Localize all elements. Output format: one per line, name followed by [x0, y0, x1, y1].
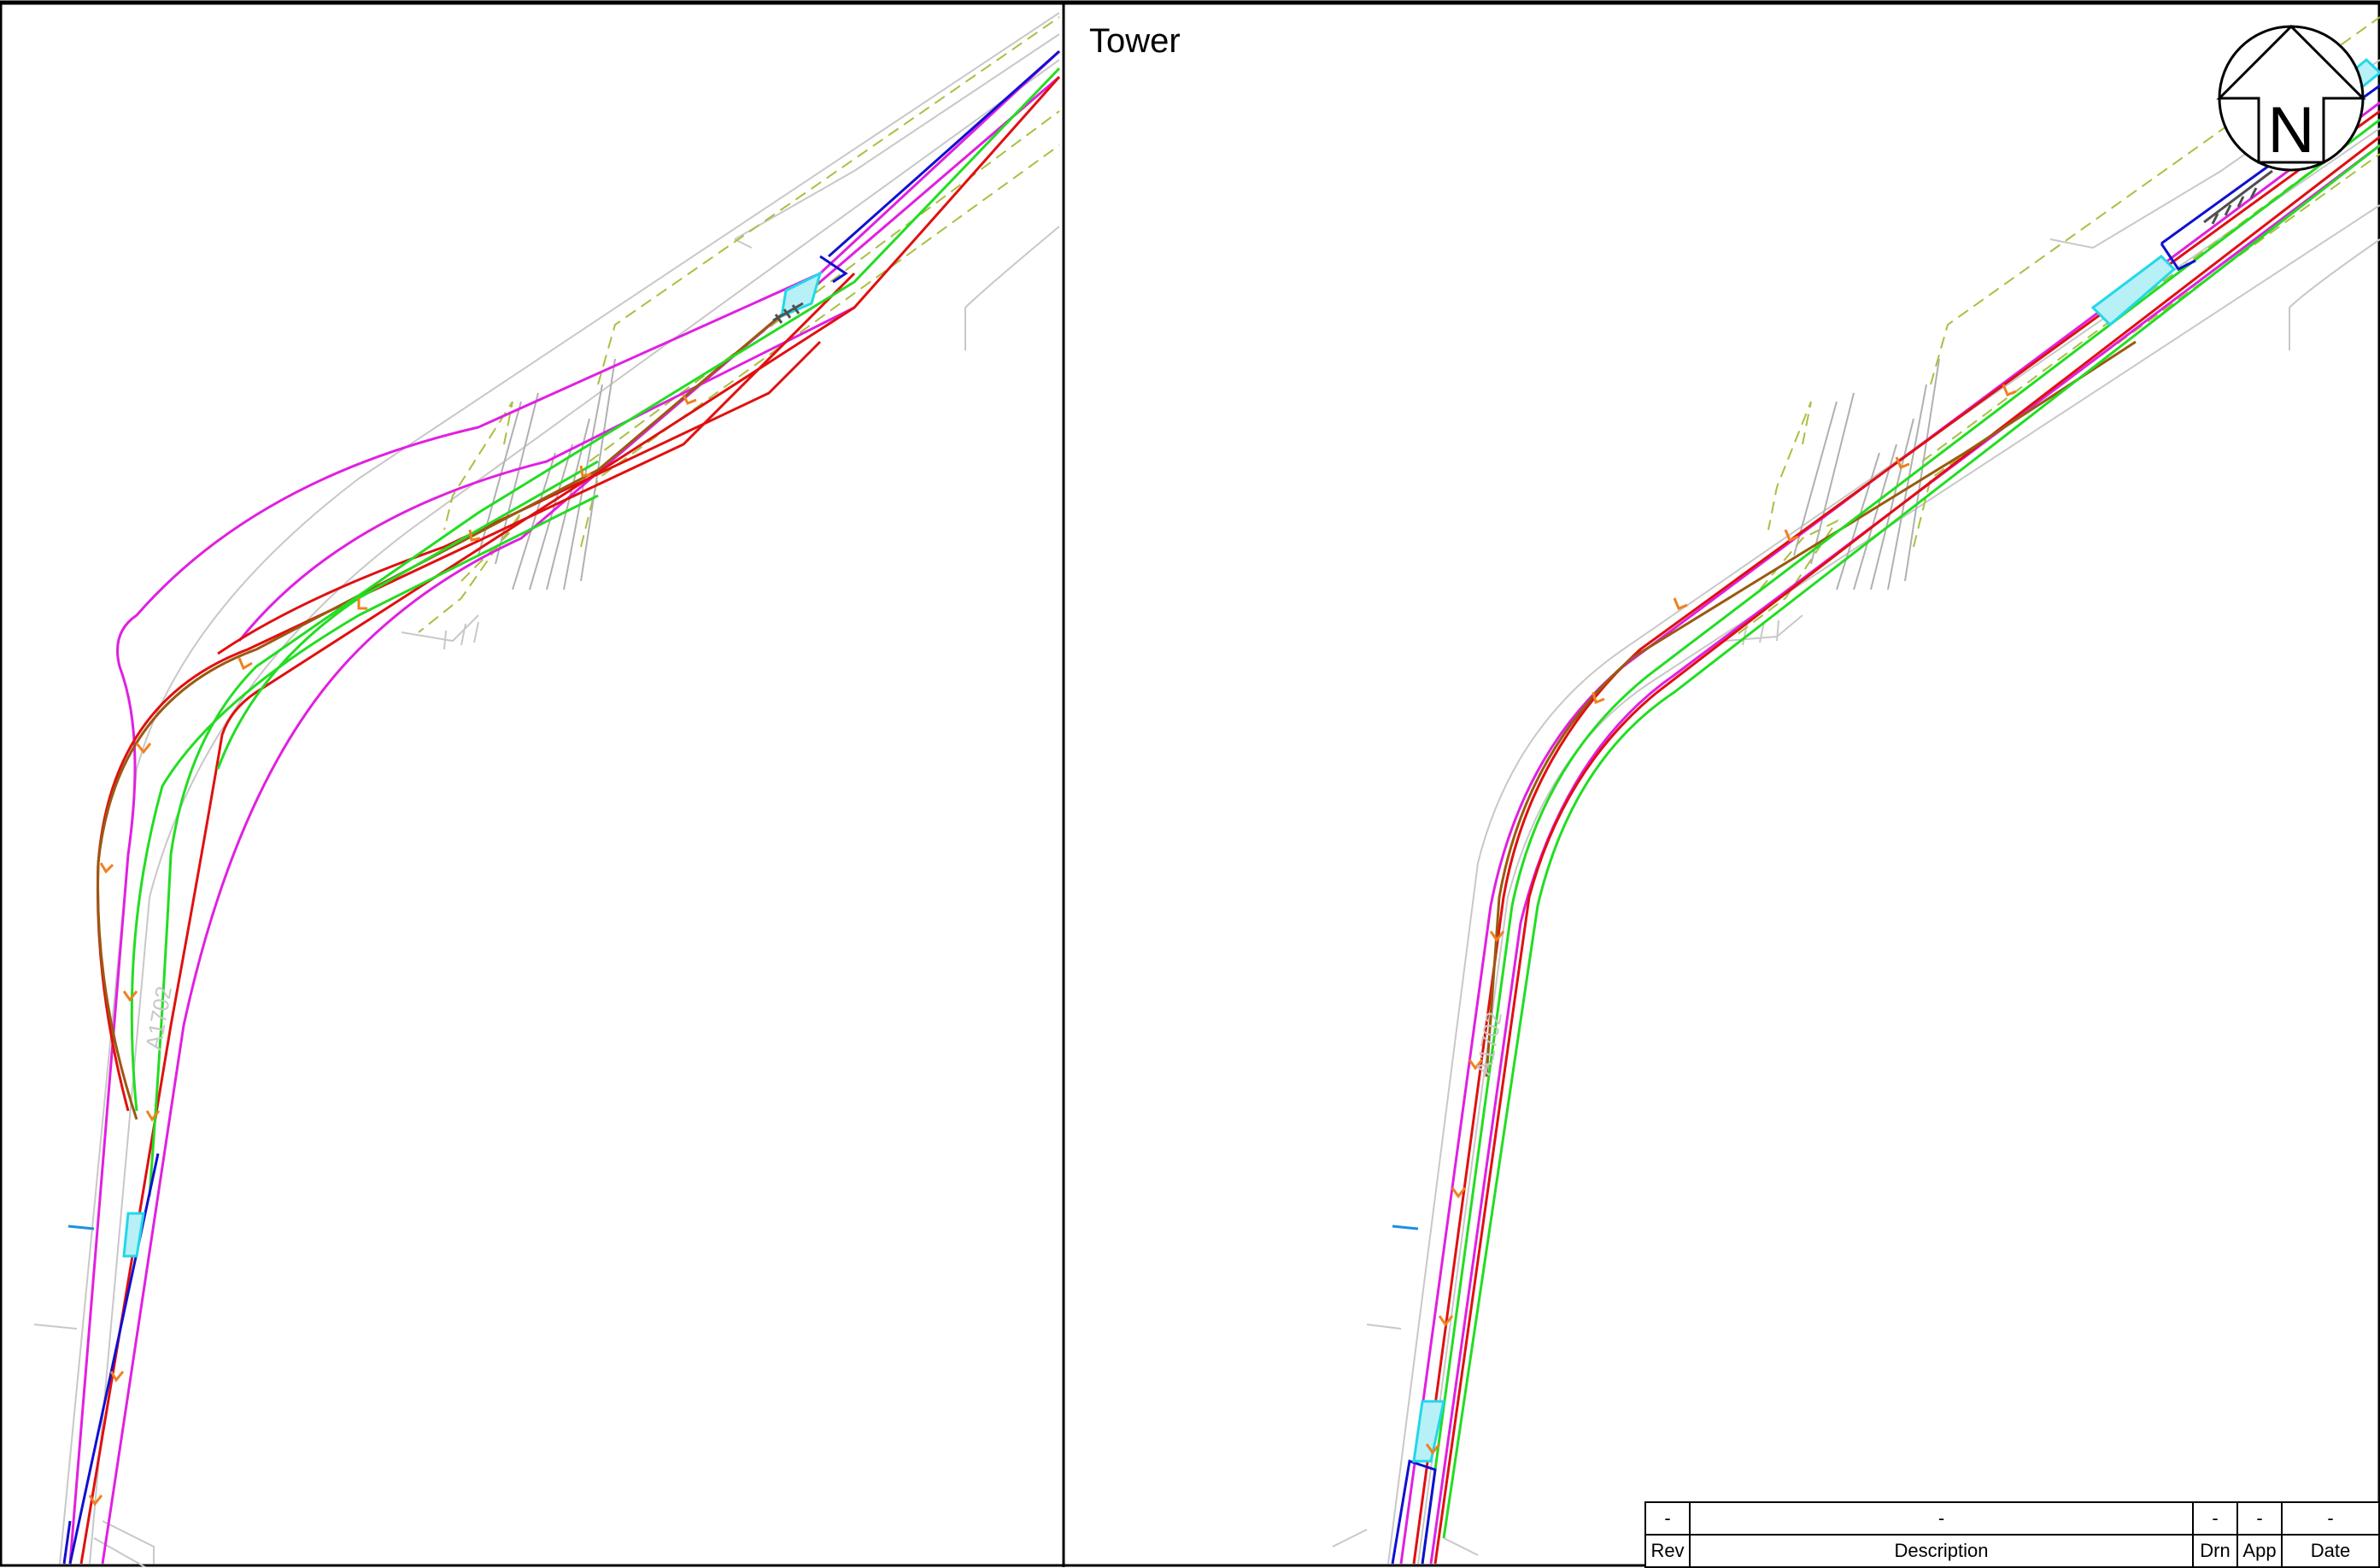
revision-description-value: -	[1689, 1501, 2194, 1536]
revision-date-value: -	[2281, 1501, 2380, 1536]
north-arrow-label: N	[2268, 94, 2315, 167]
revision-row: - - - - -	[1644, 1501, 2380, 1536]
revision-header-rev: Rev	[1644, 1534, 1691, 1568]
left-stop-marker	[772, 302, 804, 324]
revision-header-date: Date	[2281, 1534, 2380, 1568]
road-label-left: A1702	[140, 984, 177, 1052]
revision-header-drawn: Drn	[2192, 1534, 2238, 1568]
left-kerb-lines	[33, 12, 1060, 1567]
right-magenta-alignments	[1399, 101, 2380, 1565]
left-parking-bays	[478, 358, 616, 590]
left-viewport: A1702	[33, 12, 1061, 1567]
right-chainage-ticks	[1425, 384, 2017, 1455]
right-blue-alignment	[1391, 84, 2380, 1565]
right-cyan-highlights	[1392, 57, 2380, 1463]
right-stop-marker	[2203, 169, 2273, 225]
left-blue-alignment	[62, 50, 1060, 1565]
left-brown-alignment	[97, 280, 821, 1120]
left-green-alignments	[130, 67, 1061, 1197]
left-chainage-ticks	[88, 394, 697, 1506]
north-arrow-icon: N	[2216, 24, 2366, 172]
left-magenta-alignments	[68, 50, 1061, 1565]
revision-header-description: Description	[1689, 1534, 2194, 1568]
right-kerb-lines	[1332, 59, 2380, 1565]
left-cyan-highlights	[67, 271, 823, 1258]
left-red-alignments	[79, 76, 1061, 1565]
right-parking-bays	[1793, 358, 1940, 590]
revision-drawn-value: -	[2192, 1501, 2238, 1536]
right-brown-alignment	[1485, 340, 2137, 1078]
revision-approved-value: -	[2236, 1501, 2283, 1536]
drawing-title: Tower	[1089, 22, 1181, 60]
revision-header-row: Rev Description Drn App Date	[1644, 1534, 2380, 1568]
revision-rev-value: -	[1644, 1501, 1691, 1536]
revision-header-approved: App	[2236, 1534, 2283, 1568]
revision-block: - - - - - Rev Description Drn App Date	[1644, 1501, 2380, 1568]
right-green-alignments	[1421, 118, 2380, 1565]
right-viewport: A1702 N	[1332, 16, 2380, 1565]
